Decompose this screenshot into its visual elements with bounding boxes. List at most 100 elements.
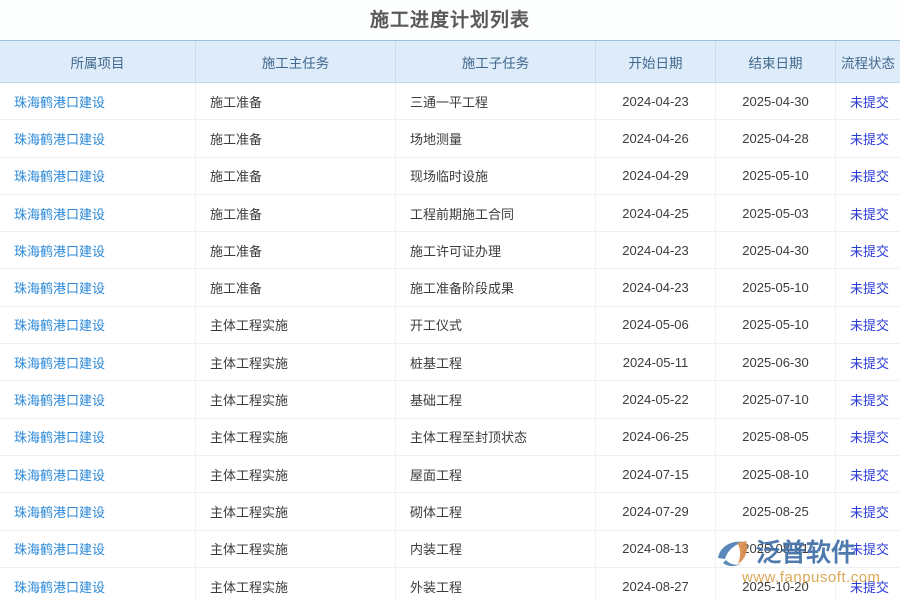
cell-project[interactable]: 珠海鹤港口建设	[0, 306, 196, 344]
cell-main-task: 主体工程实施	[196, 567, 396, 600]
cell-project[interactable]: 珠海鹤港口建设	[0, 455, 196, 493]
cell-end-date: 2025-06-30	[716, 344, 836, 381]
cell-sub-task: 施工许可证办理	[396, 232, 596, 269]
cell-start-date: 2024-04-23	[596, 232, 716, 269]
title-bar: 施工进度计划列表	[0, 0, 900, 40]
cell-status[interactable]: 未提交	[850, 542, 890, 558]
cell-sub-task: 主体工程至封顶状态	[396, 418, 596, 455]
cell-main-task: 施工准备	[196, 232, 396, 269]
cell-start-date: 2024-05-11	[596, 344, 716, 381]
cell-main-task: 主体工程实施	[196, 306, 396, 344]
table-row[interactable]: 珠海鹤港口建设 施工准备 场地测量 2024-04-26 2025-04-28 未提交	[0, 120, 900, 158]
table-row[interactable]: 珠海鹤港口建设 主体工程实施 屋面工程 2024-07-15 2025-08-10 未提交	[0, 455, 900, 494]
cell-start-date: 2024-05-06	[596, 306, 716, 344]
cell-end-date: 2025-07-10	[716, 381, 836, 418]
table-row[interactable]: 珠海鹤港口建设 施工准备 工程前期施工合同 2024-04-25 2025-05-03 未…	[0, 194, 900, 233]
cell-project[interactable]: 珠海鹤港口建设	[0, 344, 196, 381]
cell-end-date: 2025-10-20	[716, 567, 836, 600]
table-row[interactable]: 珠海鹤港口建设 施工准备 施工许可证办理 2024-04-23 2025-04-30 未提…	[0, 232, 900, 270]
cell-main-task: 施工准备	[196, 194, 396, 232]
cell-project[interactable]: 珠海鹤港口建设	[0, 83, 196, 120]
table-header-row: 所属项目 施工主任务 施工子任务 开始日期 结束日期 流程状态	[0, 41, 900, 83]
cell-project[interactable]: 珠海鹤港口建设	[0, 232, 196, 269]
cell-main-task: 施工准备	[196, 120, 396, 157]
table-row[interactable]: 珠海鹤港口建设 施工准备 三通一平工程 2024-04-23 2025-04-30 未提交	[0, 83, 900, 121]
cell-project[interactable]: 珠海鹤港口建设	[0, 418, 196, 455]
cell-start-date: 2024-04-23	[596, 269, 716, 306]
column-header-main-task[interactable]: 施工主任务	[196, 41, 396, 82]
cell-status[interactable]: 未提交	[850, 281, 890, 297]
cell-status[interactable]: 未提交	[850, 94, 890, 110]
cell-end-date: 2025-08-25	[716, 493, 836, 530]
cell-status[interactable]: 未提交	[850, 131, 890, 147]
column-header-end-date[interactable]: 结束日期	[716, 41, 836, 82]
page-title: 施工进度计划列表	[369, 9, 530, 31]
table-row[interactable]: 珠海鹤港口建设 施工准备 现场临时设施 2024-04-29 2025-05-10 未提交	[0, 157, 900, 195]
cell-sub-task: 三通一平工程	[396, 83, 596, 120]
cell-sub-task: 工程前期施工合同	[396, 194, 596, 232]
cell-status[interactable]: 未提交	[850, 393, 890, 409]
cell-status[interactable]: 未提交	[850, 243, 890, 259]
cell-status[interactable]: 未提交	[850, 430, 890, 446]
cell-start-date: 2024-07-29	[596, 493, 716, 530]
cell-project[interactable]: 珠海鹤港口建设	[0, 269, 196, 306]
cell-status[interactable]: 未提交	[850, 579, 890, 595]
table-row[interactable]: 珠海鹤港口建设 主体工程实施 外装工程 2024-08-27 2025-10-20 未提交	[0, 567, 900, 600]
cell-start-date: 2024-04-29	[596, 157, 716, 194]
cell-status[interactable]: 未提交	[850, 355, 890, 371]
cell-sub-task: 开工仪式	[396, 306, 596, 344]
cell-start-date: 2024-06-25	[596, 418, 716, 455]
column-header-status[interactable]: 流程状态	[841, 55, 895, 71]
column-header-sub-task[interactable]: 施工子任务	[396, 41, 596, 82]
cell-start-date: 2024-04-23	[596, 83, 716, 120]
table-row[interactable]: 珠海鹤港口建设 主体工程实施 主体工程至封顶状态 2024-06-25 2025-08-…	[0, 418, 900, 456]
cell-end-date: 2025-05-03	[716, 194, 836, 232]
cell-project[interactable]: 珠海鹤港口建设	[0, 493, 196, 530]
cell-sub-task: 砌体工程	[396, 493, 596, 530]
table-row[interactable]: 珠海鹤港口建设 主体工程实施 开工仪式 2024-05-06 2025-05-10 未提交	[0, 306, 900, 345]
cell-main-task: 施工准备	[196, 157, 396, 194]
cell-start-date: 2024-08-13	[596, 530, 716, 567]
cell-main-task: 主体工程实施	[196, 530, 396, 567]
cell-end-date: 2025-04-30	[716, 232, 836, 269]
cell-status[interactable]: 未提交	[850, 206, 890, 222]
cell-end-date: 2025-04-30	[716, 83, 836, 120]
cell-main-task: 施工准备	[196, 83, 396, 120]
cell-sub-task: 现场临时设施	[396, 157, 596, 194]
cell-sub-task: 场地测量	[396, 120, 596, 157]
cell-project[interactable]: 珠海鹤港口建设	[0, 567, 196, 600]
cell-project[interactable]: 珠海鹤港口建设	[0, 157, 196, 194]
cell-sub-task: 桩基工程	[396, 344, 596, 381]
cell-status[interactable]: 未提交	[850, 169, 890, 185]
table-row[interactable]: 珠海鹤港口建设 施工准备 施工准备阶段成果 2024-04-23 2025-05-10 未…	[0, 269, 900, 307]
cell-project[interactable]: 珠海鹤港口建设	[0, 530, 196, 567]
cell-project[interactable]: 珠海鹤港口建设	[0, 120, 196, 157]
cell-sub-task: 基础工程	[396, 381, 596, 418]
cell-main-task: 施工准备	[196, 269, 396, 306]
table-body: 珠海鹤港口建设 施工准备 三通一平工程 2024-04-23 2025-04-30 未提交…	[0, 83, 900, 600]
cell-start-date: 2024-04-25	[596, 194, 716, 232]
cell-start-date: 2024-04-26	[596, 120, 716, 157]
schedule-table: 所属项目 施工主任务 施工子任务 开始日期 结束日期 流程状态 珠海鹤港口建设施…	[0, 40, 900, 600]
cell-status[interactable]: 未提交	[850, 318, 890, 334]
cell-end-date: 2025-08-10	[716, 455, 836, 493]
cell-sub-task: 外装工程	[396, 567, 596, 600]
cell-main-task: 主体工程实施	[196, 455, 396, 493]
table-row[interactable]: 珠海鹤港口建设 主体工程实施 砌体工程 2024-07-29 2025-08-25 未提交	[0, 493, 900, 531]
cell-status[interactable]: 未提交	[850, 467, 890, 483]
table-row[interactable]: 珠海鹤港口建设 主体工程实施 桩基工程 2024-05-11 2025-06-30 未提交	[0, 344, 900, 382]
cell-main-task: 主体工程实施	[196, 493, 396, 530]
cell-project[interactable]: 珠海鹤港口建设	[0, 381, 196, 418]
column-header-start-date[interactable]: 开始日期	[596, 41, 716, 82]
cell-status[interactable]: 未提交	[850, 504, 890, 520]
cell-project[interactable]: 珠海鹤港口建设	[0, 194, 196, 232]
table-row[interactable]: 珠海鹤港口建设 主体工程实施 内装工程 2024-08-13 2025-08-31 未提交	[0, 530, 900, 568]
cell-start-date: 2024-08-27	[596, 567, 716, 600]
table-row[interactable]: 珠海鹤港口建设 主体工程实施 基础工程 2024-05-22 2025-07-10 未提交	[0, 381, 900, 419]
cell-end-date: 2025-04-28	[716, 120, 836, 157]
cell-sub-task: 屋面工程	[396, 455, 596, 493]
cell-sub-task: 内装工程	[396, 530, 596, 567]
column-header-project[interactable]: 所属项目	[0, 41, 196, 82]
cell-start-date: 2024-05-22	[596, 381, 716, 418]
